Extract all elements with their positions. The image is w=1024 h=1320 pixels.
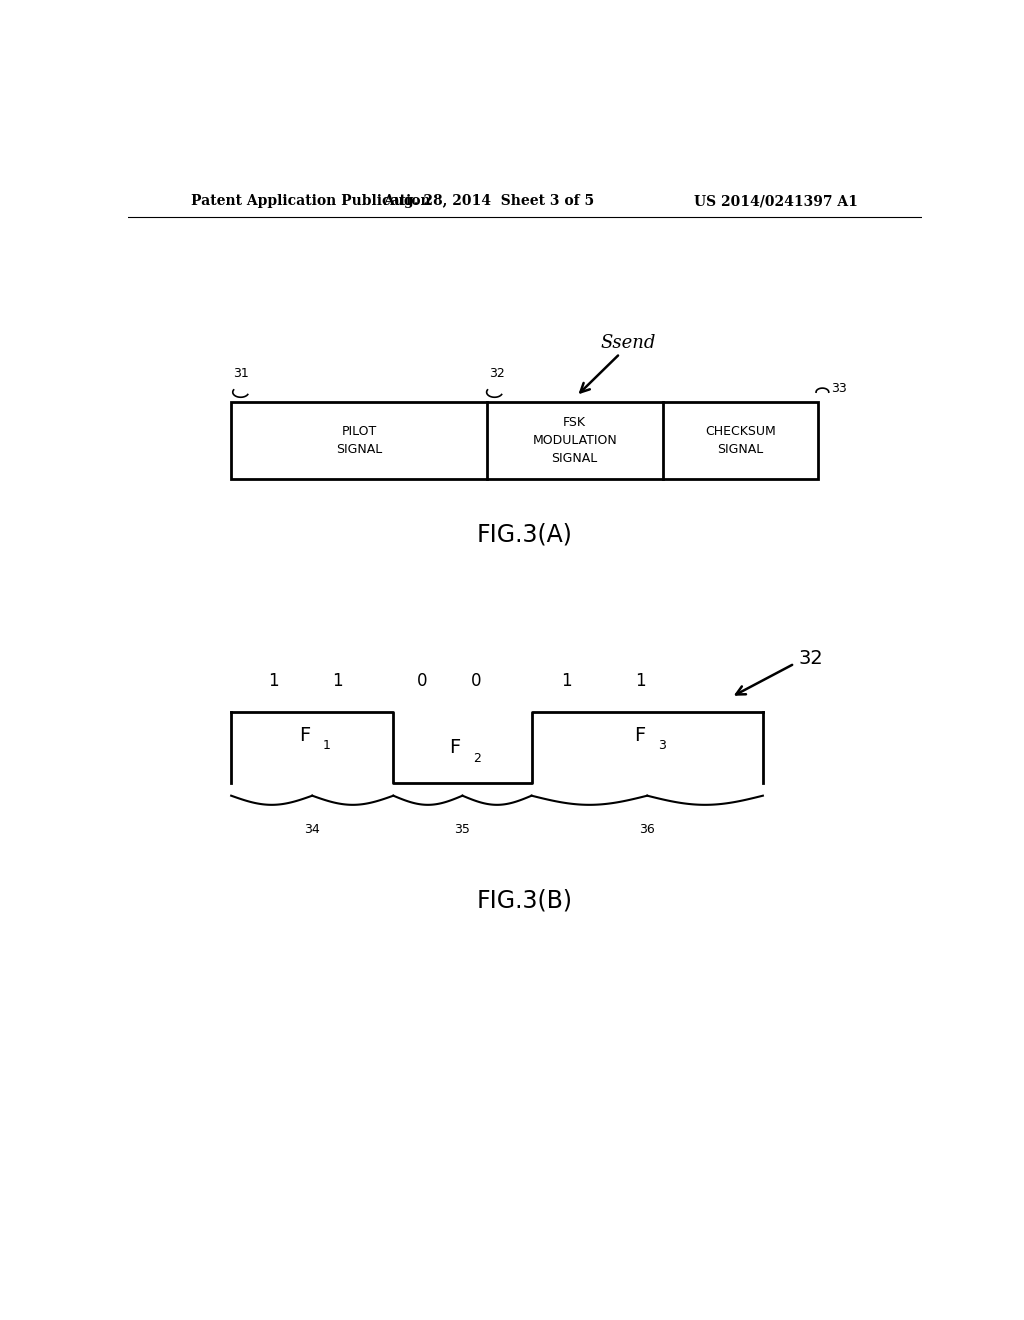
- Text: 1: 1: [561, 672, 571, 690]
- Text: Ssend: Ssend: [600, 334, 655, 351]
- Text: FSK
MODULATION
SIGNAL: FSK MODULATION SIGNAL: [532, 416, 617, 465]
- Text: 0: 0: [418, 672, 428, 690]
- Bar: [231, 403, 818, 479]
- Text: US 2014/0241397 A1: US 2014/0241397 A1: [694, 194, 858, 209]
- Text: F: F: [299, 726, 310, 744]
- Text: FIG.3(A): FIG.3(A): [477, 523, 572, 546]
- Text: 1: 1: [323, 739, 331, 752]
- Text: 32: 32: [489, 367, 505, 380]
- Text: F: F: [449, 738, 460, 758]
- Text: 32: 32: [799, 649, 823, 668]
- Text: 2: 2: [473, 751, 480, 764]
- Text: 33: 33: [831, 381, 847, 395]
- Text: 3: 3: [657, 739, 666, 752]
- Text: F: F: [634, 726, 645, 744]
- Text: 36: 36: [639, 824, 655, 836]
- Text: FIG.3(B): FIG.3(B): [477, 888, 572, 912]
- Text: 34: 34: [304, 824, 321, 836]
- Text: 1: 1: [635, 672, 646, 690]
- Text: CHECKSUM
SIGNAL: CHECKSUM SIGNAL: [706, 425, 776, 455]
- Text: 1: 1: [332, 672, 343, 690]
- Text: PILOT
SIGNAL: PILOT SIGNAL: [336, 425, 382, 455]
- Text: 31: 31: [233, 367, 249, 380]
- Text: 1: 1: [268, 672, 279, 690]
- Text: 0: 0: [470, 672, 481, 690]
- Text: 35: 35: [455, 824, 470, 836]
- Text: Patent Application Publication: Patent Application Publication: [191, 194, 431, 209]
- Text: Aug. 28, 2014  Sheet 3 of 5: Aug. 28, 2014 Sheet 3 of 5: [384, 194, 595, 209]
